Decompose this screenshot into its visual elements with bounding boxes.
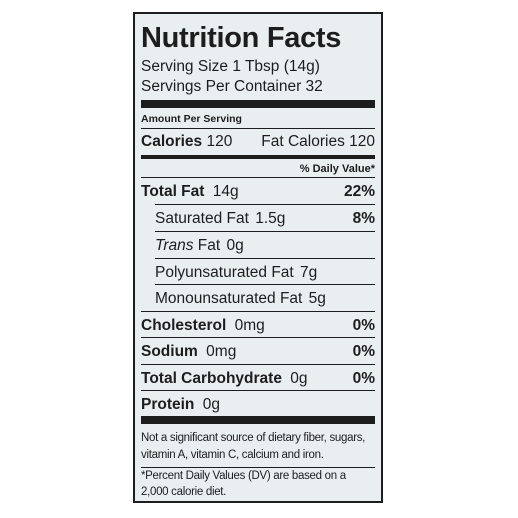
rule (155, 284, 375, 285)
nutrient-label: Total Fat (141, 183, 205, 200)
daily-value-header: % Daily Value* (299, 163, 375, 175)
nutrient-row: Saturated Fat 1.5g (155, 210, 285, 228)
rule (155, 231, 375, 232)
footnote: *Percent Daily Values (DV) are based on … (141, 470, 346, 498)
daily-value: 22% (343, 183, 375, 200)
nutrient-label: Saturated Fat (155, 210, 249, 227)
rule (141, 177, 375, 178)
nutrient-label: Cholesterol (141, 317, 227, 334)
medium-rule (141, 155, 375, 159)
thick-rule (141, 416, 375, 424)
servings-per-container: Servings Per Container 32 (141, 78, 323, 95)
thick-rule (141, 100, 375, 108)
nutrient-row: Cholesterol 0mg (141, 317, 265, 335)
calories-value: 120 (206, 133, 233, 150)
serving-size: Serving Size 1 Tbsp (14g) (141, 58, 320, 75)
nutrient-amount: 0g (290, 370, 308, 387)
nutrient-row: Trans Fat 0g (155, 237, 244, 255)
fat-calories: Fat Calories 120 (261, 133, 375, 150)
footnote: Not a significant source of dietary fibe… (141, 432, 366, 461)
nutrient-label: Monounsaturated Fat (155, 290, 303, 307)
nutrient-label: Protein (141, 396, 195, 413)
daily-value: 0% (352, 317, 375, 334)
calories-label: Calories (141, 133, 203, 150)
daily-value: 0% (352, 343, 375, 360)
nutrient-label-italic: Trans (155, 237, 194, 254)
nutrient-row: Total Carbohydrate 0g (141, 370, 308, 388)
nutrient-label: Fat (197, 237, 221, 254)
nutrient-amount: 14g (212, 183, 239, 200)
nutrition-label: Nutrition Facts Serving Size 1 Tbsp (14g… (133, 12, 383, 503)
nutrient-amount: 0g (202, 396, 220, 413)
nutrient-row: Monounsaturated Fat 5g (155, 290, 326, 308)
rule (141, 311, 375, 312)
rule (141, 128, 375, 129)
rule (141, 364, 375, 365)
title: Nutrition Facts (141, 22, 342, 54)
rule (155, 258, 375, 259)
nutrient-amount: 7g (300, 264, 318, 281)
nutrient-amount: 0g (226, 237, 244, 254)
nutrient-label: Total Carbohydrate (141, 370, 282, 387)
nutrient-amount: 0mg (234, 317, 265, 334)
nutrient-amount: 5g (308, 290, 326, 307)
nutrient-row: Sodium 0mg (141, 343, 236, 361)
nutrient-row: Polyunsaturated Fat 7g (155, 264, 317, 282)
nutrient-label: Polyunsaturated Fat (155, 264, 294, 281)
daily-value: 8% (352, 210, 375, 227)
nutrient-amount: 1.5g (255, 210, 286, 227)
nutrient-row: Total Fat 14g (141, 183, 239, 201)
rule (141, 337, 375, 338)
rule (141, 390, 375, 391)
amount-per-serving: Amount Per Serving (141, 113, 242, 125)
nutrient-label: Sodium (141, 343, 198, 360)
calories: Calories 120 (141, 133, 232, 151)
rule (155, 204, 375, 205)
nutrient-amount: 0mg (206, 343, 237, 360)
daily-value: 0% (352, 370, 375, 387)
rule (141, 467, 375, 468)
nutrient-row: Protein 0g (141, 396, 220, 414)
